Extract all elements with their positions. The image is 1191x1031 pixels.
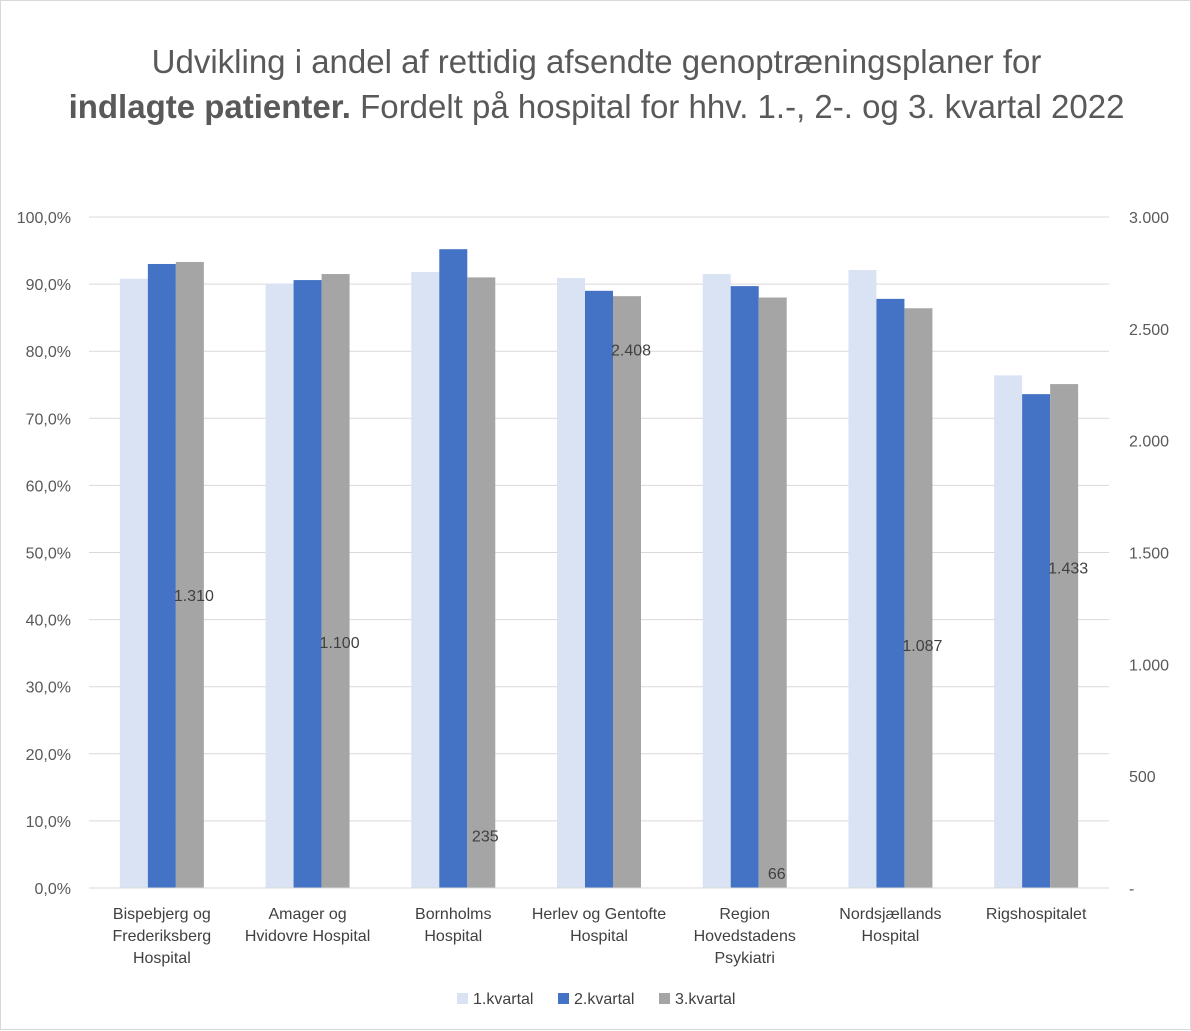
- legend-label: 2.kvartal: [574, 991, 634, 1008]
- y2-tick-label: 1.500: [1129, 546, 1169, 563]
- y-tick-label: 70,0%: [26, 411, 71, 428]
- y-tick-label: 30,0%: [26, 680, 71, 697]
- y-tick-label: 0,0%: [35, 881, 71, 898]
- y-tick-label: 90,0%: [26, 277, 71, 294]
- category-label: Psykiatri: [714, 950, 774, 967]
- category-label: Hospital: [133, 950, 191, 967]
- bar-1.kvartal: [702, 274, 731, 888]
- y2-tick-label: 500: [1129, 769, 1156, 786]
- legend-swatch: [659, 993, 670, 1004]
- bar-3.kvartal: [904, 308, 933, 889]
- category-label: Nordsjællands: [839, 906, 941, 923]
- chart-title: Udvikling i andel af rettidig afsendte g…: [61, 39, 1132, 129]
- bar-2.kvartal: [147, 263, 176, 889]
- category-label: Amager og: [268, 906, 346, 923]
- data-label: 1.100: [320, 635, 360, 652]
- bar-2.kvartal: [293, 280, 322, 889]
- bar-1.kvartal: [994, 375, 1023, 889]
- bar-3.kvartal: [467, 277, 496, 888]
- bar-3.kvartal: [613, 296, 641, 889]
- y2-tick-label: 1.000: [1129, 657, 1169, 674]
- bar-2.kvartal: [876, 298, 905, 888]
- data-label: 1.433: [1048, 560, 1088, 577]
- category-label: Herlev og Gentofte: [532, 906, 666, 923]
- bar-2.kvartal: [730, 286, 759, 888]
- bar-3.kvartal: [321, 274, 350, 888]
- category-label: Bispebjerg og: [113, 906, 211, 923]
- category-label: Hospital: [424, 928, 482, 945]
- y-tick-label: 60,0%: [26, 478, 71, 495]
- y-tick-label: 50,0%: [26, 546, 71, 563]
- category-label: Hospital: [862, 928, 920, 945]
- bar-1.kvartal: [557, 278, 585, 888]
- bar-2.kvartal: [585, 290, 613, 888]
- chart-title-bold: indlagte patienter.: [68, 88, 351, 125]
- data-label: 1.310: [174, 588, 214, 605]
- legend-swatch: [558, 993, 569, 1004]
- bar-2.kvartal: [439, 249, 468, 888]
- y2-tick-label: 2.000: [1129, 434, 1169, 451]
- bar-3.kvartal: [758, 297, 787, 888]
- bar-3.kvartal: [175, 261, 204, 888]
- category-label: Region: [719, 906, 770, 923]
- data-label: 66: [768, 866, 786, 883]
- y-tick-label: 20,0%: [26, 747, 71, 764]
- bar-1.kvartal: [119, 278, 148, 888]
- category-label: Rigshospitalet: [986, 906, 1087, 923]
- bar-3.kvartal: [1050, 384, 1079, 888]
- bar-1.kvartal: [848, 270, 877, 888]
- y-tick-label: 10,0%: [26, 814, 71, 831]
- legend-label: 1.kvartal: [473, 991, 533, 1008]
- y2-tick-label: 2.500: [1129, 322, 1169, 339]
- legend-label: 3.kvartal: [675, 991, 735, 1008]
- bar-1.kvartal: [265, 283, 294, 889]
- y2-tick-label: -: [1129, 881, 1134, 898]
- data-label: 2.408: [611, 342, 651, 359]
- category-label: Hvidovre Hospital: [245, 928, 370, 945]
- legend-swatch: [457, 993, 468, 1004]
- y-tick-label: 100,0%: [17, 210, 71, 227]
- y-tick-label: 80,0%: [26, 344, 71, 361]
- bar-2.kvartal: [1022, 394, 1051, 888]
- bar-1.kvartal: [411, 272, 440, 889]
- category-label: Frederiksberg: [113, 928, 212, 945]
- category-label: Hospital: [570, 928, 628, 945]
- data-label: 1.087: [902, 638, 942, 655]
- data-label: 235: [472, 828, 499, 845]
- y2-tick-label: 3.000: [1129, 210, 1169, 227]
- chart-title-part2: Fordelt på hospital for hhv. 1.-, 2-. og…: [350, 88, 1125, 125]
- y-tick-label: 40,0%: [26, 613, 71, 630]
- category-label: Hovedstadens: [694, 928, 796, 945]
- category-label: Bornholms: [415, 906, 491, 923]
- chart-title-part1: Udvikling i andel af rettidig afsendte g…: [151, 43, 1042, 80]
